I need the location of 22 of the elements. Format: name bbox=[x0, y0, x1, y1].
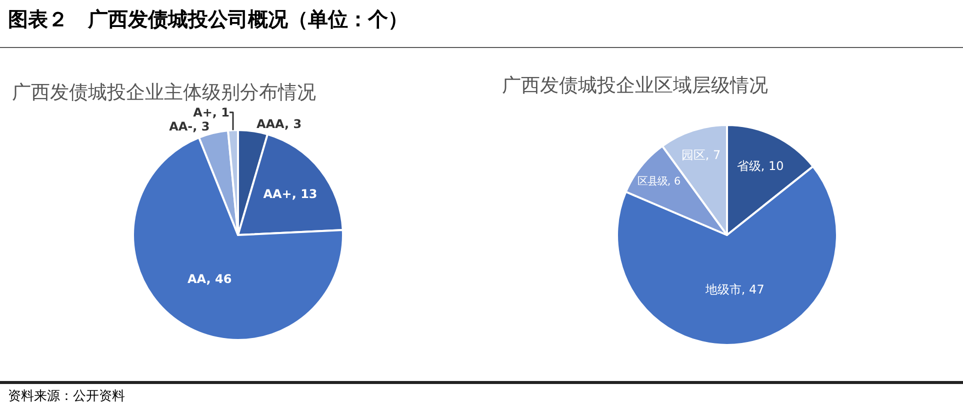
slice-label: AA+ bbox=[263, 186, 292, 201]
chart-title: 广西发债城投企业区域层级情况 bbox=[502, 74, 768, 97]
slice-label: AA- bbox=[169, 119, 193, 134]
data-label: , 3 bbox=[192, 119, 210, 134]
slice-label: AA bbox=[188, 272, 207, 286]
slice-label: AAA bbox=[256, 117, 286, 132]
slice-label: 园区 bbox=[681, 148, 706, 162]
data-label: , 7 bbox=[705, 148, 721, 162]
slice-label: 省级 bbox=[736, 158, 761, 173]
data-label: , 46 bbox=[206, 272, 232, 286]
data-label: , 13 bbox=[292, 186, 318, 201]
slice-label: A+ bbox=[193, 105, 212, 120]
data-label: , 47 bbox=[741, 282, 764, 296]
slice-label: 区县级 bbox=[637, 175, 668, 188]
data-label: , 6 bbox=[667, 175, 681, 188]
text: 资料来源：公开资料 bbox=[8, 388, 125, 405]
slice-label: 地级市 bbox=[704, 282, 742, 296]
data-label: , 1 bbox=[212, 105, 230, 120]
text: 图表２ 广西发债城投公司概况（单位：个） bbox=[8, 6, 408, 33]
data-label: , 3 bbox=[284, 117, 302, 132]
chart-title: 广西发债城投企业主体级别分布情况 bbox=[12, 82, 316, 104]
data-label: , 10 bbox=[760, 158, 784, 173]
